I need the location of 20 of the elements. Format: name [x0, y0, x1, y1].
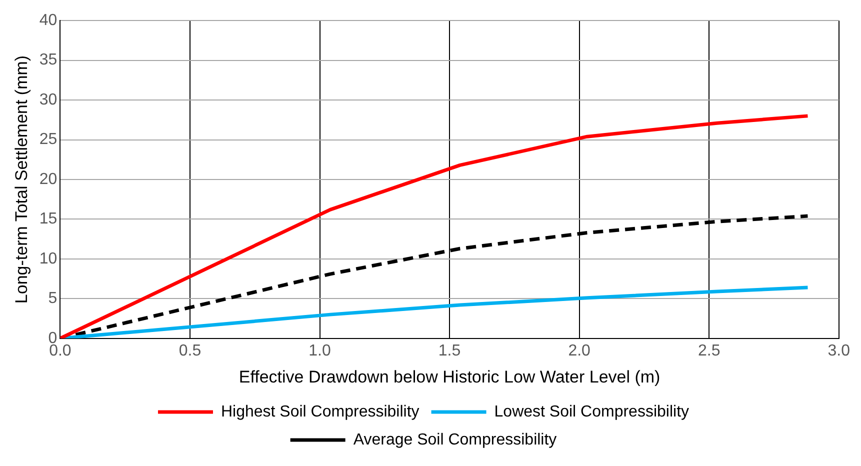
y-tick-label: 25: [39, 131, 58, 148]
legend-label: Average Soil Compressibility: [353, 431, 557, 448]
y-tick-label: 30: [39, 91, 58, 108]
x-tick-label: 2.0: [568, 342, 591, 360]
y-tick-label: 20: [39, 170, 58, 188]
x-tick-label: 3.0: [828, 342, 850, 360]
y-axis-title: Long-term Total Settlement (mm): [12, 55, 31, 304]
x-tick-label: 2.5: [698, 342, 720, 360]
legend-label: Highest Soil Compressibility: [220, 403, 420, 420]
x-tick-label: 0.0: [49, 342, 72, 360]
x-tick-label: 1.0: [308, 342, 331, 360]
y-tick-label: 35: [39, 52, 58, 69]
x-axis-title: Effective Drawdown below Historic Low Water Level (m): [238, 367, 660, 386]
x-tick-label: 0.5: [178, 342, 202, 360]
y-tick-label: 15: [39, 210, 58, 228]
y-tick-label: 5: [48, 290, 58, 308]
y-tick-label: 10: [39, 250, 58, 268]
legend-label: Lowest Soil Compressibility: [494, 403, 690, 420]
y-tick-label: 40: [39, 12, 58, 30]
x-tick-label: 1.5: [438, 342, 461, 360]
